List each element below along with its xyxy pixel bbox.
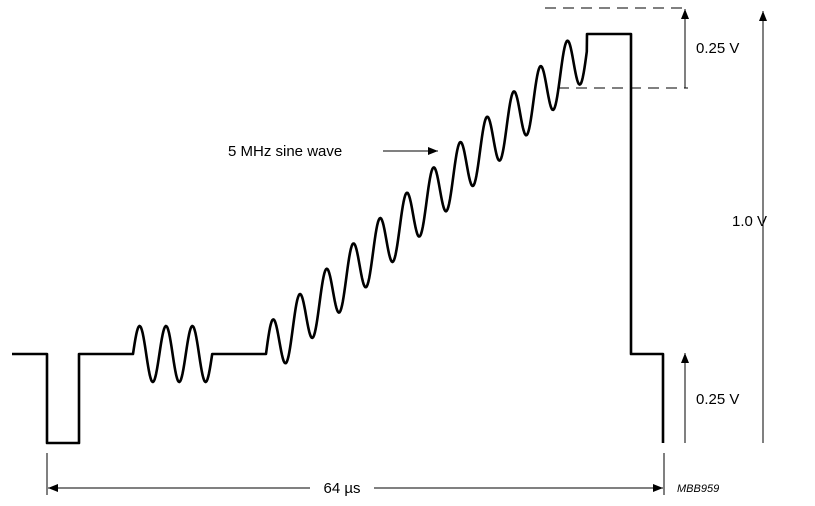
- waveform-trace: [12, 32, 665, 445]
- figure-reference: MBB959: [677, 483, 719, 495]
- sine-wave-label: 5 MHz sine wave: [228, 143, 342, 160]
- top-amplitude-label: 0.25 V: [696, 40, 739, 57]
- period-label: 64 µs: [324, 480, 361, 497]
- sync-amplitude-label: 0.25 V: [696, 391, 739, 408]
- full-amplitude-label: 1.0 V: [732, 213, 767, 230]
